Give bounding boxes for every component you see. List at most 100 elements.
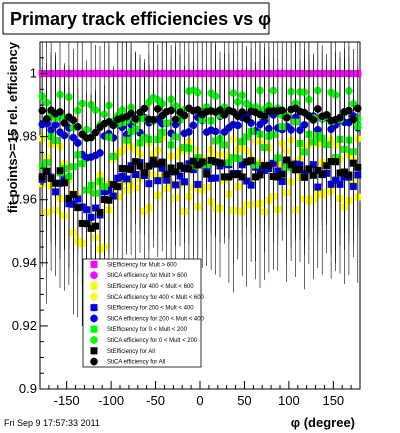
data-point (216, 159, 224, 167)
legend-entry: StiCA efficiency for Mult > 600 (90, 271, 188, 280)
footer-timestamp: Fri Sep 9 17:57:33 2011 (4, 418, 100, 428)
legend-marker (90, 304, 98, 312)
data-point (69, 116, 78, 124)
legend: StEfficiency for Mult > 600 StiCA efficie… (82, 258, 205, 368)
data-point (234, 170, 242, 178)
x-tick-label: 50 (237, 393, 251, 408)
data-point (300, 173, 308, 181)
data-point (322, 110, 331, 119)
data-point (38, 173, 46, 181)
legend-marker (90, 357, 98, 366)
data-point (132, 158, 140, 166)
data-point (163, 170, 171, 178)
data-point (100, 195, 108, 203)
data-point (60, 119, 69, 127)
data-point (349, 115, 358, 124)
data-point (260, 112, 269, 121)
data-point (323, 162, 331, 170)
data-point (194, 161, 202, 169)
data-point (172, 168, 180, 176)
legend-label: StiCA efficiency for 0 < Mult < 200 (107, 338, 198, 344)
data-point (96, 208, 104, 216)
data-point (56, 108, 64, 116)
legend-label: StiCA efficiency for All (107, 360, 165, 366)
y-axis-label: fit points>=15 rel. efficiency (5, 41, 20, 213)
legend-entry: StEfficiency for All (90, 346, 155, 355)
data-point (74, 204, 82, 212)
data-point (278, 106, 287, 115)
y-tick-label: 0.9 (19, 381, 37, 396)
legend-label: StiCA efficiency for Mult > 600 (107, 273, 188, 279)
legend-label: StiCA efficiency for 200 < Mult < 400 (107, 316, 205, 322)
legend-label: StEfficiency for Mult > 600 (107, 262, 177, 268)
data-point (43, 167, 51, 175)
x-tick-label: 150 (322, 393, 344, 408)
legend-entry: StiCA efficiency for 400 < Mult < 600 (90, 292, 205, 301)
data-point (154, 160, 162, 168)
y-tick-label: 1 (30, 66, 37, 81)
data-point (345, 171, 353, 179)
data-point (193, 106, 202, 114)
data-point (313, 105, 322, 113)
legend-marker (90, 282, 98, 290)
legend-entry: StEfficiency for Mult > 600 (90, 260, 177, 269)
legend-label: StEfficiency for 200 < Mult < 400 (107, 306, 194, 312)
data-point (296, 165, 304, 173)
data-point (127, 109, 135, 118)
y-tick-label: 0.94 (12, 255, 37, 270)
data-point (131, 114, 140, 123)
legend-label: StEfficiency for All (107, 349, 155, 355)
data-point (180, 111, 189, 120)
data-point (269, 173, 277, 181)
data-point (42, 115, 51, 123)
data-point (38, 106, 47, 115)
x-axis-label: φ (degree) (291, 415, 355, 430)
data-point (354, 163, 362, 171)
data-point (65, 194, 73, 202)
data-point (318, 170, 326, 178)
x-tick-label: -150 (54, 393, 80, 408)
data-point (242, 115, 251, 123)
data-point (203, 170, 211, 178)
data-point (336, 113, 344, 122)
data-point (278, 170, 286, 178)
data-point (91, 128, 100, 137)
data-point (56, 167, 64, 175)
data-point (189, 157, 197, 165)
data-point (309, 171, 317, 179)
data-point (185, 165, 193, 173)
data-point (265, 161, 273, 169)
legend-label: StiCA efficiency for 400 < Mult < 600 (107, 295, 205, 301)
data-point (87, 133, 95, 142)
data-point (287, 161, 295, 169)
data-point (123, 165, 131, 173)
legend-label: StEfficiency for 400 < Mult < 600 (107, 284, 194, 290)
data-point (309, 116, 318, 124)
data-point (292, 166, 300, 174)
legend-box (82, 258, 202, 368)
data-point (52, 179, 60, 187)
legend-marker (90, 260, 98, 268)
x-tick-label: 100 (278, 393, 300, 408)
data-point (109, 180, 117, 188)
legend-marker (90, 314, 98, 323)
data-point (283, 156, 291, 164)
legend-entry: StiCA efficiency for 0 < Mult < 200 (90, 336, 198, 344)
data-point (207, 156, 215, 164)
legend-marker (90, 325, 98, 333)
data-point (225, 173, 233, 181)
y-axis: 0.9 0.92 0.94 0.96 0.98 1 (12, 41, 48, 396)
data-point (256, 171, 264, 179)
data-point (92, 222, 100, 230)
data-point (212, 158, 220, 166)
data-point (140, 169, 148, 177)
data-point (78, 219, 86, 227)
data-point (87, 224, 95, 232)
legend-label: StEfficiency for 0 < Mult < 200 (107, 327, 188, 333)
legend-entry: StiCA efficiency for 200 < Mult < 400 (90, 314, 205, 323)
data-point (345, 106, 353, 115)
data-point (167, 164, 175, 172)
data-point (171, 115, 180, 124)
